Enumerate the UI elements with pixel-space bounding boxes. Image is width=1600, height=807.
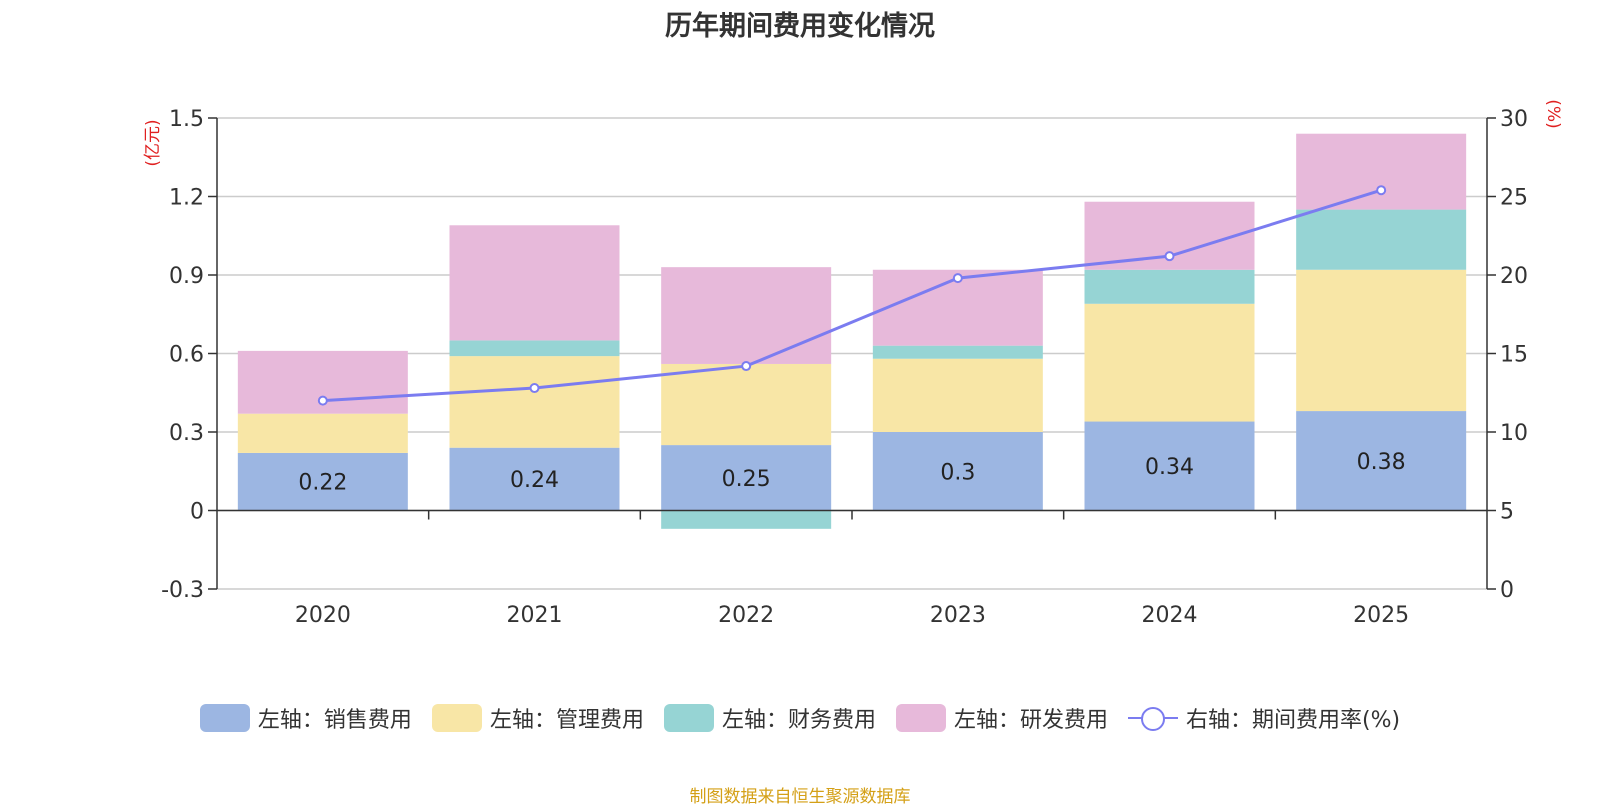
bar-1-2024 <box>1084 303 1255 422</box>
rate-point-2021 <box>529 383 540 394</box>
bar-1-2025 <box>1296 269 1467 412</box>
y-left-tick-label: 1.5 <box>169 107 204 132</box>
bar-0-2025 <box>1296 411 1467 511</box>
y-right-unit-label: (%) <box>1543 99 1563 128</box>
bar-1-2021 <box>449 356 620 448</box>
bar-0-2023 <box>872 432 1043 511</box>
data-label: 0.24 <box>510 468 559 493</box>
data-label: 0.22 <box>298 471 347 496</box>
x-tick-label: 2024 <box>1142 603 1198 628</box>
bar-1-2020 <box>237 413 408 453</box>
bar-0-2021 <box>449 447 620 511</box>
x-tick-label: 2020 <box>295 603 351 628</box>
bar-2-2025 <box>1296 209 1467 270</box>
chart-canvas: -0.300.30.60.91.21.5051015202530(亿元)(%)2… <box>143 99 1563 628</box>
y-right-tick-label: 10 <box>1500 421 1528 446</box>
y-right-tick-label: 20 <box>1500 264 1528 289</box>
legend-label-finance: 左轴：财务费用 <box>721 708 876 733</box>
legend-swatch-finance <box>663 704 714 732</box>
legend-swatch-sales <box>199 704 250 732</box>
y-right-tick-label: 25 <box>1500 186 1528 211</box>
y-left-unit-label: (亿元) <box>143 119 163 166</box>
bar-1-2022 <box>661 363 832 446</box>
bar-3-2025 <box>1296 133 1467 210</box>
bar-2-2021 <box>449 340 620 357</box>
rate-point-2020 <box>317 395 328 406</box>
x-tick-label: 2023 <box>930 603 986 628</box>
source-note: 制图数据来自恒生聚源数据库 <box>689 787 911 807</box>
legend-label-rnd: 左轴：研发费用 <box>953 708 1108 733</box>
legend-item-admin[interactable]: 左轴：管理费用 <box>431 702 644 734</box>
data-label: 0.34 <box>1145 455 1194 480</box>
y-left-tick-label: 0.6 <box>169 343 204 368</box>
bar-1-2023 <box>872 358 1043 432</box>
bar-2-2022 <box>661 510 832 529</box>
legend-label-admin: 左轴：管理费用 <box>489 708 644 733</box>
bar-0-2024 <box>1084 421 1255 511</box>
legend-line-rate-icon <box>1127 704 1178 732</box>
bar-0-2022 <box>661 445 832 511</box>
rate-point-2023 <box>952 273 963 284</box>
y-left-tick-label: 0 <box>190 500 204 525</box>
bar-3-2021 <box>449 225 620 341</box>
data-label: 0.3 <box>940 460 975 485</box>
legend-swatch-admin <box>431 704 482 732</box>
legend-item-rnd[interactable]: 左轴：研发费用 <box>895 702 1108 734</box>
legend-swatch-rnd <box>895 704 946 732</box>
rate-point-2024 <box>1164 251 1175 262</box>
rate-point-2022 <box>741 361 752 372</box>
bar-2-2023 <box>872 345 1043 359</box>
x-tick-label: 2022 <box>718 603 774 628</box>
y-right-tick-label: 30 <box>1500 107 1528 132</box>
y-right-tick-label: 15 <box>1500 343 1528 368</box>
bar-3-2022 <box>661 267 832 364</box>
bar-0-2020 <box>237 452 408 511</box>
legend-item-finance[interactable]: 左轴：财务费用 <box>663 702 876 734</box>
legend-item-sales[interactable]: 左轴：销售费用 <box>199 702 412 734</box>
legend-item-rate[interactable]: 右轴：期间费用率(%) <box>1127 702 1401 734</box>
y-left-tick-label: 0.9 <box>169 264 204 289</box>
legend: 左轴：销售费用 左轴：管理费用 左轴：财务费用 左轴：研发费用 右轴：期间费用率… <box>0 702 1600 734</box>
legend-label-sales: 左轴：销售费用 <box>257 708 412 733</box>
rate-point-2025 <box>1376 185 1387 196</box>
x-tick-label: 2021 <box>507 603 563 628</box>
data-label: 0.25 <box>722 467 771 492</box>
data-label: 0.38 <box>1357 450 1406 475</box>
chart-title: 历年期间费用变化情况 <box>665 11 935 42</box>
bar-2-2024 <box>1084 269 1255 304</box>
legend-label-rate: 右轴：期间费用率(%) <box>1185 708 1401 733</box>
rate-line <box>322 188 1382 403</box>
y-left-tick-label: 1.2 <box>169 186 204 211</box>
y-left-tick-label: -0.3 <box>161 578 204 603</box>
y-left-tick-label: 0.3 <box>169 421 204 446</box>
y-right-tick-label: 0 <box>1500 578 1514 603</box>
x-tick-label: 2025 <box>1353 603 1409 628</box>
y-right-tick-label: 5 <box>1500 500 1514 525</box>
